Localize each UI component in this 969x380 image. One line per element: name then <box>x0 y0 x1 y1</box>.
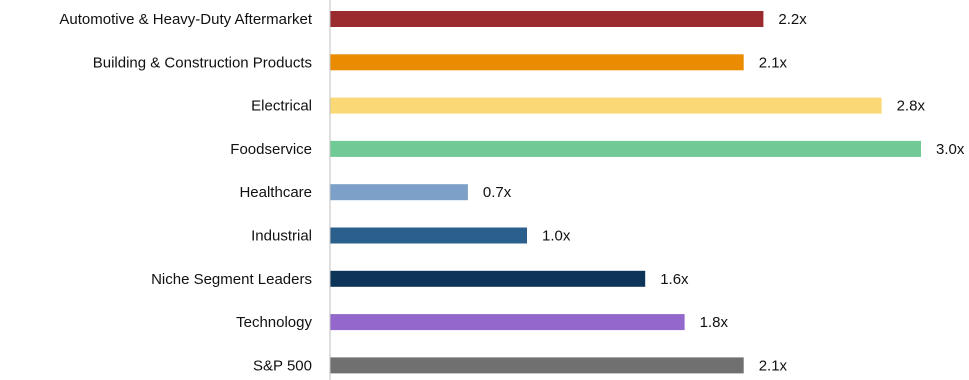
bar <box>330 11 764 27</box>
category-label: Industrial <box>251 228 312 245</box>
value-label: 2.1x <box>759 54 788 71</box>
bar <box>330 357 744 374</box>
value-label: 0.7x <box>483 184 512 201</box>
value-label: 1.0x <box>542 228 571 245</box>
bar <box>330 227 527 244</box>
category-label: Foodservice <box>230 141 312 158</box>
category-label: Technology <box>236 314 312 331</box>
category-label: Electrical <box>251 98 312 115</box>
category-label: S&P 500 <box>253 357 312 374</box>
category-label: Building & Construction Products <box>93 54 312 71</box>
bars-group <box>330 11 921 374</box>
value-label: 2.8x <box>897 98 926 115</box>
category-label: Healthcare <box>239 184 312 201</box>
category-label: Niche Segment Leaders <box>151 271 312 288</box>
bar <box>330 184 468 201</box>
bar <box>330 314 685 331</box>
bar <box>330 54 744 71</box>
value-label: 2.2x <box>778 11 807 28</box>
value-labels: 2.2x 2.1x 2.8x 3.0x 0.7x 1.0x 1.6x 1.8x 2.1x <box>483 11 965 374</box>
category-labels: Automotive & Heavy-Duty Aftermarket Build… <box>59 11 312 374</box>
bar <box>330 140 921 157</box>
value-label: 3.0x <box>936 141 965 158</box>
value-label: 1.6x <box>660 271 689 288</box>
bar <box>330 97 882 114</box>
bar <box>330 270 646 287</box>
category-label: Automotive & Heavy-Duty Aftermarket <box>59 11 312 28</box>
value-label: 1.8x <box>700 314 729 331</box>
value-label: 2.1x <box>759 357 788 374</box>
